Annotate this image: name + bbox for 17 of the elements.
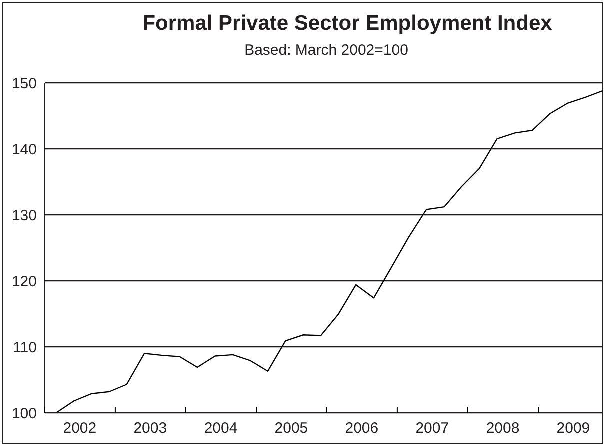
y-tick-label: 150 <box>12 75 37 92</box>
y-tick-label: 100 <box>12 405 37 422</box>
x-tick-label: 2008 <box>486 420 520 437</box>
x-tick-label: 2004 <box>204 420 238 437</box>
y-tick-label: 140 <box>12 141 37 158</box>
x-tick-label: 2007 <box>416 420 450 437</box>
x-tick-label: 2006 <box>345 420 379 437</box>
line-series <box>56 90 603 413</box>
y-tick-label: 130 <box>12 207 37 224</box>
y-tick-label: 110 <box>13 339 37 356</box>
x-tick-label: 2002 <box>63 420 97 437</box>
x-tick-label: 2003 <box>134 420 168 437</box>
x-tick-label: 2005 <box>274 420 308 437</box>
y-tick-label: 120 <box>12 273 37 290</box>
chart-subtitle: Based: March 2002=100 <box>244 42 410 59</box>
x-tick-label: 2009 <box>556 420 590 437</box>
chart-title: Formal Private Sector Employment Index <box>142 12 554 36</box>
